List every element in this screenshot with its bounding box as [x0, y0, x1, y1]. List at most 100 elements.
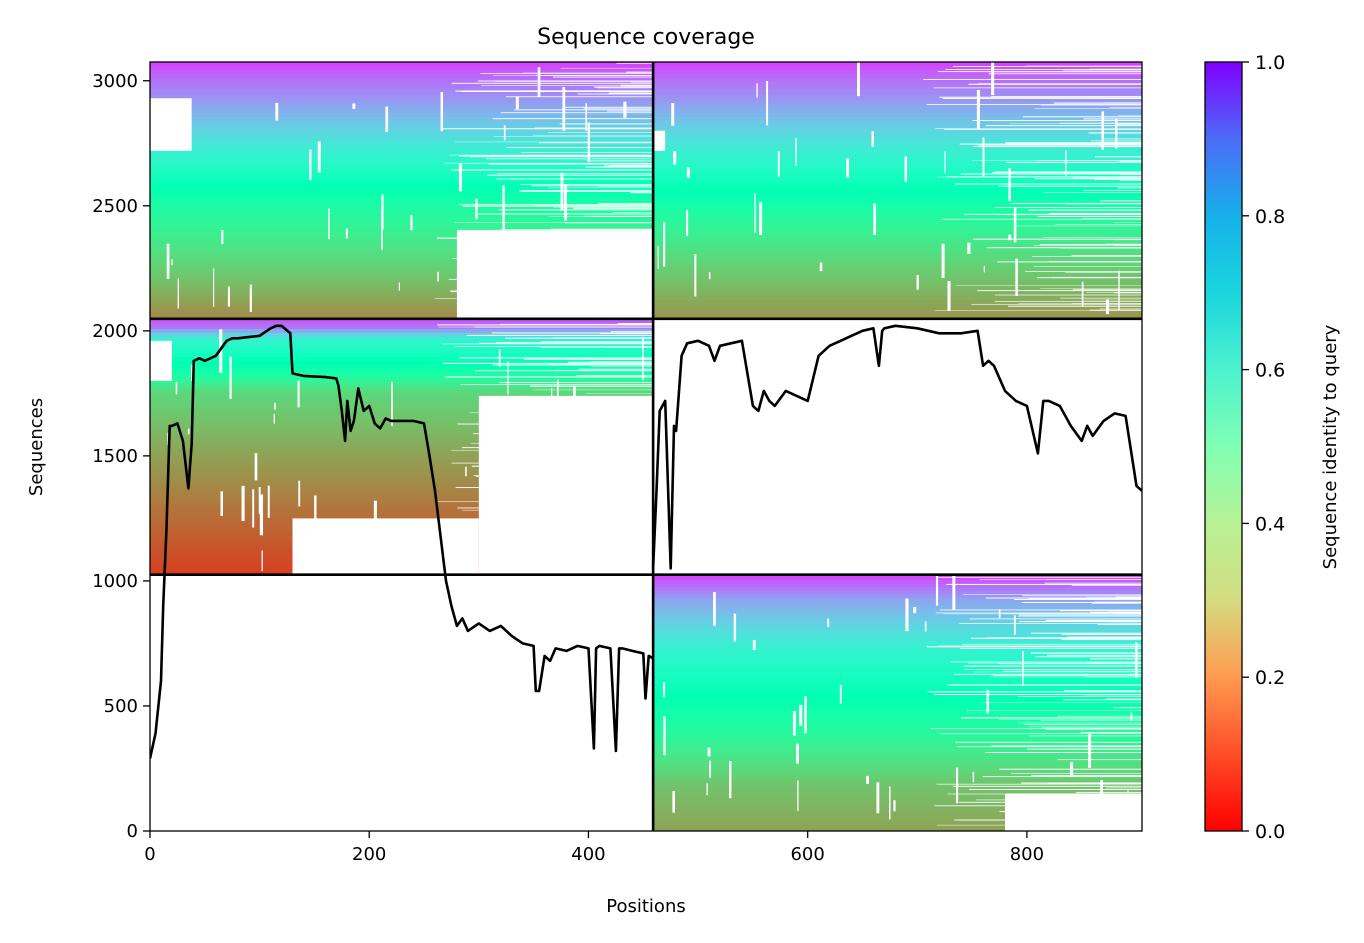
coverage-gap [518, 504, 520, 544]
coverage-gap [608, 93, 653, 94]
coverage-gap [960, 648, 1142, 649]
coverage-gap [597, 88, 653, 89]
coverage-gap [565, 454, 568, 465]
coverage-gap [1070, 762, 1073, 775]
coverage-gap [989, 71, 1142, 72]
coverage-gap [1040, 244, 1142, 245]
coverage-gap [391, 382, 393, 426]
coverage-gap [346, 229, 348, 239]
x-tick-label: 200 [352, 844, 386, 865]
coverage-band [653, 241, 1142, 245]
coverage-gap [521, 570, 653, 571]
coverage-gap [494, 556, 654, 557]
coverage-gap [948, 794, 1142, 795]
coverage-band [150, 151, 653, 155]
coverage-gap [622, 482, 653, 483]
coverage-gap [471, 157, 653, 158]
coverage-gap [544, 454, 654, 455]
coverage-gap [559, 245, 653, 246]
coverage-band [653, 226, 1142, 230]
coverage-gap [461, 568, 653, 569]
coverage-gap [626, 72, 653, 73]
coverage-gap [1054, 103, 1142, 104]
coverage-gap [562, 452, 654, 453]
coverage-gap [621, 85, 653, 86]
y-tick-label: 500 [104, 696, 138, 717]
coverage-gap [150, 341, 172, 381]
coverage-band [150, 108, 653, 112]
coverage-gap [987, 690, 989, 713]
coverage-gap [1005, 809, 1142, 810]
coverage-gap [542, 341, 654, 342]
coverage-band [150, 225, 653, 229]
coverage-gap [804, 696, 806, 734]
coverage-gap [944, 151, 945, 173]
coverage-gap [482, 517, 653, 518]
coverage-gap [479, 304, 653, 305]
coverage-gap [600, 333, 653, 334]
coverage-gap [607, 492, 653, 493]
coverage-gap [578, 442, 653, 443]
coverage-band [150, 165, 653, 169]
coverage-band [653, 62, 1142, 66]
coverage-gap [459, 204, 653, 205]
coverage-gap [937, 825, 1142, 826]
coverage-gap [514, 471, 653, 472]
coverage-gap [1081, 732, 1142, 733]
coverage-gap [941, 219, 1142, 220]
coverage-gap [759, 202, 762, 235]
coverage-band [653, 590, 1142, 594]
coverage-band [150, 221, 653, 225]
coverage-gap [220, 491, 223, 516]
coverage-band [653, 147, 1142, 151]
colorbar-tick-label: 0.0 [1255, 821, 1285, 843]
coverage-gap [631, 192, 654, 193]
coverage-gap [1024, 724, 1142, 725]
coverage-gap [840, 685, 842, 704]
coverage-gap [1127, 789, 1128, 811]
coverage-gap [228, 287, 230, 307]
coverage-band [653, 196, 1142, 200]
coverage-gap [642, 337, 643, 380]
coverage-gap [1014, 207, 1017, 242]
coverage-band [150, 195, 653, 199]
coverage-gap [586, 564, 654, 565]
y-tick-label: 2500 [92, 196, 138, 217]
coverage-gap [171, 259, 173, 265]
coverage-gap [497, 173, 653, 174]
coverage-gap [1016, 800, 1017, 819]
coverage-gap [977, 290, 1142, 291]
coverage-band [150, 97, 653, 102]
coverage-gap [940, 733, 1142, 734]
coverage-gap [986, 598, 1142, 599]
coverage-band [653, 108, 1142, 112]
coverage-gap [1090, 69, 1142, 70]
coverage-gap [820, 262, 822, 271]
coverage-gap [262, 550, 263, 571]
coverage-gap [1060, 298, 1142, 299]
coverage-gap [1023, 116, 1142, 117]
coverage-band [150, 390, 653, 394]
coverage-band [150, 66, 653, 70]
coverage-gap [1117, 124, 1142, 125]
coverage-gap [1022, 595, 1142, 596]
coverage-band [653, 185, 1142, 189]
y-tick-label: 1000 [92, 571, 138, 592]
coverage-band [653, 151, 1142, 155]
coverage-gap [583, 108, 653, 109]
coverage-gap [846, 158, 849, 177]
coverage-gap [539, 142, 653, 143]
coverage-gap [541, 255, 653, 256]
coverage-gap [672, 791, 675, 813]
x-tick-label: 600 [790, 844, 824, 865]
coverage-gap [478, 81, 653, 82]
coverage-gap [567, 417, 568, 431]
coverage-gap [734, 614, 736, 642]
coverage-gap [525, 549, 653, 550]
coverage-gap [495, 484, 654, 485]
coverage-gap [442, 344, 653, 345]
coverage-gap [514, 534, 653, 535]
coverage-line [653, 326, 1142, 569]
